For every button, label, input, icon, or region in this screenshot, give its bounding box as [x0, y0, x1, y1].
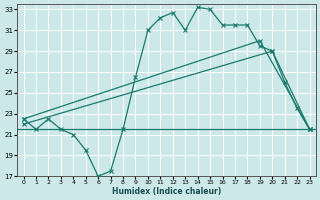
X-axis label: Humidex (Indice chaleur): Humidex (Indice chaleur)	[112, 187, 221, 196]
